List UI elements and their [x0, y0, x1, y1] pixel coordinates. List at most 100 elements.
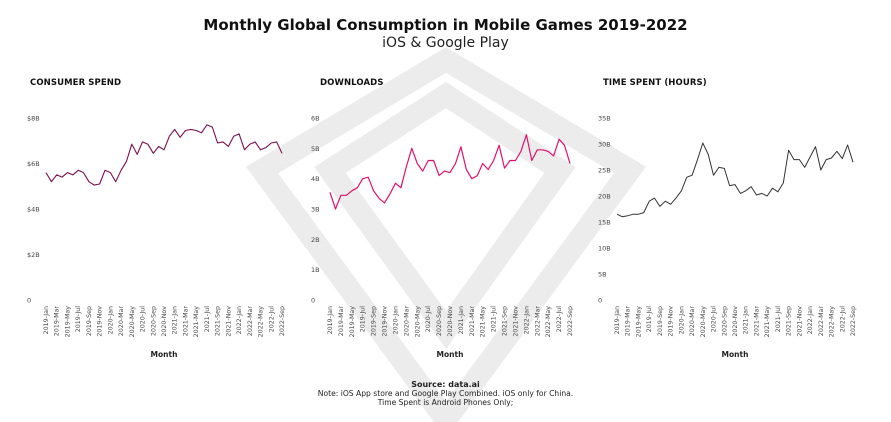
- downloads-xtick-label: 2022-Mar: [534, 306, 541, 337]
- chart-title-consumer-spend: CONSUMER SPEND: [30, 78, 122, 88]
- downloads-xtick-label: 2019-Mar: [338, 306, 345, 337]
- downloads-xtick-label: 2022-Sep: [567, 306, 574, 336]
- consumer-spend-xtick-label: 2021-Jan: [172, 306, 179, 334]
- downloads-xtick-label: 2021-May: [480, 306, 487, 338]
- consumer-spend-xtick-label: 2020-Nov: [161, 306, 168, 337]
- time-spent-xtick-label: 2020-May: [700, 306, 707, 338]
- consumer-spend-xtick-label: 2022-Sep: [279, 306, 286, 336]
- consumer-spend-xtick-label: 2019-Nov: [97, 306, 104, 337]
- downloads-xaxis-label: Month: [437, 350, 464, 359]
- downloads-xtick-label: 2020-Jan: [392, 306, 399, 334]
- consumer-spend-xtick-label: 2021-Jul: [204, 306, 211, 332]
- consumer-spend-xtick-label: 2019-Jan: [43, 306, 50, 334]
- consumer-spend-xtick-label: 2021-Mar: [182, 306, 189, 337]
- downloads-xtick-label: 2020-May: [414, 306, 421, 338]
- page-title: Monthly Global Consumption in Mobile Gam…: [203, 16, 688, 34]
- consumer-spend-xtick-label: 2021-May: [193, 306, 200, 338]
- consumer-spend-series-line: [45, 124, 283, 186]
- downloads-xtick-label: 2020-Nov: [447, 306, 454, 337]
- downloads-xtick-label: 2022-Jul: [556, 306, 563, 332]
- time-spent-xtick-label: 2021-Sep: [786, 306, 793, 336]
- time-spent-xaxis-label: Month: [722, 350, 749, 359]
- consumer-spend-xtick-label: 2019-May: [64, 306, 71, 338]
- downloads-ytick-label: 3B: [311, 206, 320, 214]
- downloads-ytick-label: 2B: [311, 236, 320, 244]
- consumer-spend-xtick-label: 2020-Sep: [150, 306, 157, 336]
- downloads-xtick-label: 2021-Nov: [512, 306, 519, 337]
- time-spent-xtick-label: 2019-Jan: [614, 306, 621, 334]
- downloads-xtick-label: 2021-Mar: [469, 306, 476, 337]
- time-spent-ytick-label: 20B: [598, 193, 611, 201]
- downloads-ytick-label: 6B: [311, 115, 320, 123]
- consumer-spend-ytick-label: $6B: [27, 160, 40, 168]
- downloads-xtick-label: 2019-May: [349, 306, 356, 338]
- time-spent-xtick-label: 2021-May: [764, 306, 771, 338]
- time-spent-xtick-label: 2019-Nov: [668, 306, 675, 337]
- time-spent-xtick-label: 2021-Mar: [753, 306, 760, 337]
- time-spent-xtick-label: 2020-Mar: [689, 306, 696, 337]
- time-spent-xtick-label: 2022-Jul: [839, 306, 846, 332]
- chart-title-time-spent: TIME SPENT (HOURS): [603, 78, 707, 88]
- time-spent-xtick-label: 2022-Sep: [850, 306, 857, 336]
- downloads-xtick-label: 2019-Nov: [382, 306, 389, 337]
- time-spent-xtick-label: 2022-Jan: [807, 306, 814, 334]
- downloads-xtick-label: 2022-Jan: [523, 306, 530, 334]
- downloads-ytick-label: 0: [311, 297, 315, 305]
- footer-note-1: Note: iOS App store and Google Play Comb…: [317, 389, 574, 398]
- downloads-xtick-label: 2019-Jan: [327, 306, 334, 334]
- time-spent-xtick-label: 2020-Sep: [721, 306, 728, 336]
- time-spent-ytick-label: 10B: [598, 245, 611, 253]
- consumer-spend-ytick-label: 0: [27, 297, 31, 305]
- time-spent-series-line: [616, 142, 854, 218]
- time-spent-xtick-label: 2021-Nov: [796, 306, 803, 337]
- consumer-spend-xtick-label: 2022-Jul: [268, 306, 275, 332]
- time-spent-xtick-label: 2021-Jan: [743, 306, 750, 334]
- chart-title-downloads: DOWNLOADS: [320, 78, 384, 88]
- consumer-spend-xtick-label: 2021-Sep: [215, 306, 222, 336]
- consumer-spend-ytick-label: $8B: [27, 115, 40, 123]
- page-subtitle: iOS & Google Play: [382, 35, 509, 51]
- time-spent-xtick-label: 2019-Mar: [625, 306, 632, 337]
- time-spent-xtick-label: 2022-May: [829, 306, 836, 338]
- time-spent-ytick-label: 25B: [598, 167, 611, 175]
- time-spent-xtick-label: 2019-Jul: [646, 306, 653, 332]
- time-spent-xtick-label: 2020-Nov: [732, 306, 739, 337]
- consumer-spend-ytick-label: $2B: [27, 251, 40, 259]
- footer: Source: data.ai Note: iOS App store and …: [0, 380, 891, 407]
- time-spent-xtick-label: 2022-Mar: [818, 306, 825, 337]
- footer-source: Source: data.ai: [411, 380, 480, 389]
- consumer-spend-xtick-label: 2021-Nov: [225, 306, 232, 337]
- time-spent-xtick-label: 2019-Sep: [657, 306, 664, 336]
- time-spent-xtick-label: 2020-Jan: [678, 306, 685, 334]
- downloads-xtick-label: 2021-Sep: [502, 306, 509, 336]
- consumer-spend-xtick-label: 2019-Mar: [54, 306, 61, 337]
- downloads-xtick-label: 2021-Jan: [458, 306, 465, 334]
- downloads-xtick-label: 2019-Sep: [371, 306, 378, 336]
- consumer-spend-xtick-label: 2022-Jan: [236, 306, 243, 334]
- downloads-ytick-label: 5B: [311, 145, 320, 153]
- downloads-series-line: [329, 134, 571, 210]
- consumer-spend-xtick-label: 2020-Jul: [140, 306, 147, 332]
- footer-note-2: Time Spent is Android Phones Only;: [377, 398, 514, 407]
- consumer-spend-xtick-label: 2020-Jan: [107, 306, 114, 334]
- downloads-ytick-label: 1B: [311, 266, 320, 274]
- time-spent-ytick-label: 0: [598, 297, 602, 305]
- time-spent-xtick-label: 2020-Jul: [711, 306, 718, 332]
- downloads-xtick-label: 2020-Mar: [403, 306, 410, 337]
- consumer-spend-xtick-label: 2020-May: [129, 306, 136, 338]
- downloads-xtick-label: 2021-Jul: [491, 306, 498, 332]
- consumer-spend-ytick-label: $4B: [27, 206, 40, 214]
- consumer-spend-xtick-label: 2020-Mar: [118, 306, 125, 337]
- time-spent-ytick-label: 15B: [598, 219, 611, 227]
- time-spent-ytick-label: 30B: [598, 141, 611, 149]
- consumer-spend-xtick-label: 2019-Jul: [75, 306, 82, 332]
- time-spent-ytick-label: 5B: [598, 271, 607, 279]
- consumer-spend-xtick-label: 2019-Sep: [86, 306, 93, 336]
- consumer-spend-xaxis-label: Month: [151, 350, 178, 359]
- downloads-xtick-label: 2019-Jul: [360, 306, 367, 332]
- downloads-xtick-label: 2020-Sep: [436, 306, 443, 336]
- downloads-ytick-label: 4B: [311, 175, 320, 183]
